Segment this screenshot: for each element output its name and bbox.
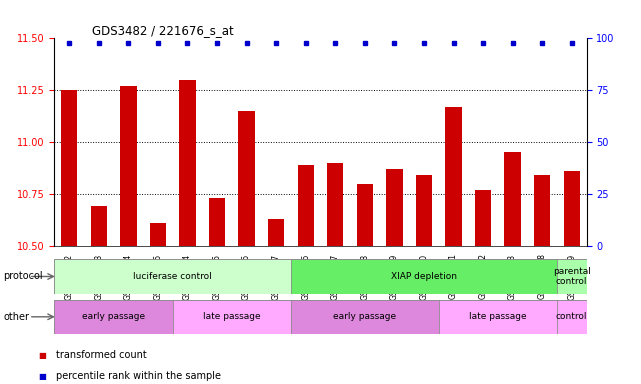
Text: protocol: protocol [3, 271, 43, 281]
Text: ■: ■ [38, 372, 46, 381]
Bar [150, 223, 166, 246]
Text: late passage: late passage [203, 312, 261, 321]
Bar [327, 163, 344, 246]
Bar [172, 300, 291, 334]
Bar [534, 175, 551, 246]
Bar [356, 184, 373, 246]
Bar [387, 169, 403, 246]
Bar [438, 300, 557, 334]
Text: XIAP depletion: XIAP depletion [391, 272, 457, 281]
Bar [268, 219, 285, 246]
Bar [61, 90, 78, 246]
Bar [504, 152, 520, 246]
Bar [445, 107, 462, 246]
Bar [54, 259, 291, 294]
Bar [563, 171, 580, 246]
Bar [121, 86, 137, 246]
Bar [416, 175, 432, 246]
Bar [54, 300, 172, 334]
Bar [297, 165, 314, 246]
Text: other: other [3, 312, 29, 322]
Bar [238, 111, 254, 246]
Bar [557, 300, 587, 334]
Text: luciferase control: luciferase control [133, 272, 212, 281]
Text: early passage: early passage [82, 312, 145, 321]
Bar [557, 259, 587, 294]
Text: ■: ■ [38, 351, 46, 360]
Text: transformed count: transformed count [56, 350, 147, 360]
Bar [291, 259, 557, 294]
Text: early passage: early passage [333, 312, 396, 321]
Text: control: control [556, 312, 588, 321]
Bar [475, 190, 491, 246]
Text: GDS3482 / 221676_s_at: GDS3482 / 221676_s_at [92, 24, 233, 37]
Text: parental
control: parental control [553, 267, 590, 286]
Bar [179, 80, 196, 246]
Bar [209, 198, 225, 246]
Bar [90, 206, 107, 246]
Bar [291, 300, 438, 334]
Text: percentile rank within the sample: percentile rank within the sample [56, 371, 221, 381]
Text: late passage: late passage [469, 312, 527, 321]
